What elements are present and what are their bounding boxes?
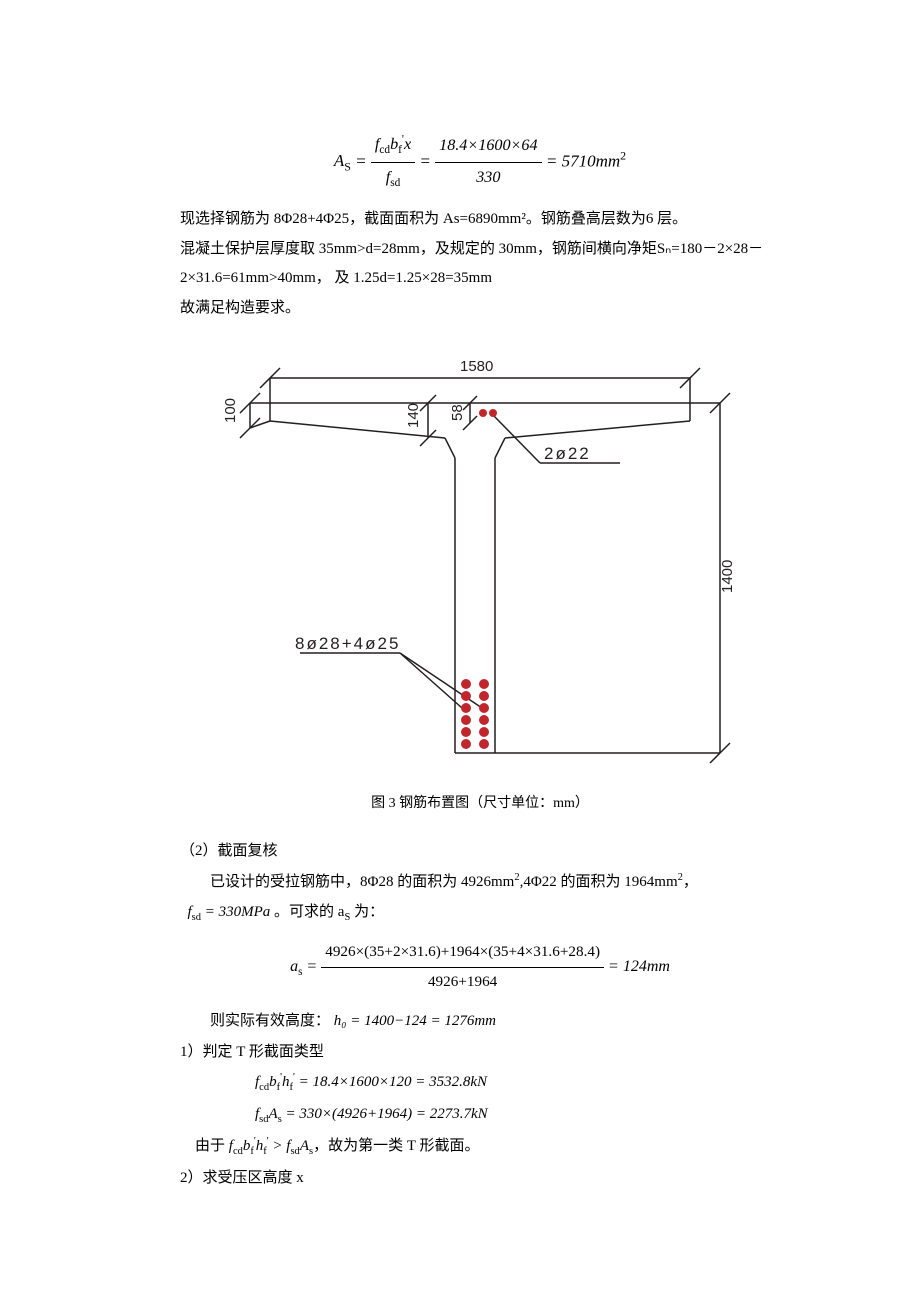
dim-140: 140: [405, 403, 422, 428]
label-top-rebar: 2ø22: [544, 444, 591, 463]
formula-as2: as = 4926×(35+2×31.6)+1964×(35+4×31.6+28…: [180, 938, 780, 997]
formula-as: AS = fcdbf'xfsd = 18.4×1600×64330 = 5710…: [180, 130, 780, 195]
dim-1400: 1400: [719, 559, 736, 592]
rebar-layout-diagram: 1580 100 140 58 2ø22 8ø28+4ø25 1400: [200, 353, 760, 783]
step1-conclusion: 由于 fcdbf'hf' > fsdAs，故为第一类 T 形截面。: [180, 1132, 780, 1162]
step2-title: 2）求受压区高度 x: [180, 1164, 780, 1193]
step1-eq1: fcdbf'hf' = 18.4×1600×120 = 3532.8kN: [180, 1068, 780, 1098]
para-cover: 混凝土保护层厚度取 35mm>d=28mm，及规定的 30mm，钢筋间横向净矩S…: [180, 235, 780, 292]
para-rebar-choice: 现选择钢筋为 8Φ28+4Φ25，截面面积为 As=6890mm²。钢筋叠高层数…: [180, 205, 780, 234]
section2-title: （2）截面复核: [180, 837, 780, 866]
h0-line: 则实际有效高度： h₀ = 1400−124 = 1276mm: [180, 1007, 780, 1036]
dim-58: 58: [449, 404, 466, 421]
dim-1580: 1580: [460, 358, 493, 375]
step1-title: 1）判定 T 形截面类型: [180, 1038, 780, 1067]
f1-den: 330: [435, 163, 541, 194]
fsd-line: fsd = 330MPa 。可求的 aS 为：: [180, 898, 780, 928]
dim-100: 100: [222, 398, 239, 423]
f1-num: 18.4×1600×64: [435, 131, 541, 163]
figure-caption: 图 3 钢筋布置图（尺寸单位：mm）: [180, 791, 780, 818]
section2-p1: 已设计的受拉钢筋中，8Φ28 的面积为 4926mm2,4Φ22 的面积为 19…: [180, 868, 780, 897]
f1-result: 5710mm: [562, 151, 621, 170]
step1-eq2: fsdAs = 330×(4926+1964) = 2273.7kN: [180, 1100, 780, 1130]
para-satisfy: 故满足构造要求。: [180, 294, 780, 323]
label-bottom-rebar: 8ø28+4ø25: [295, 634, 400, 653]
